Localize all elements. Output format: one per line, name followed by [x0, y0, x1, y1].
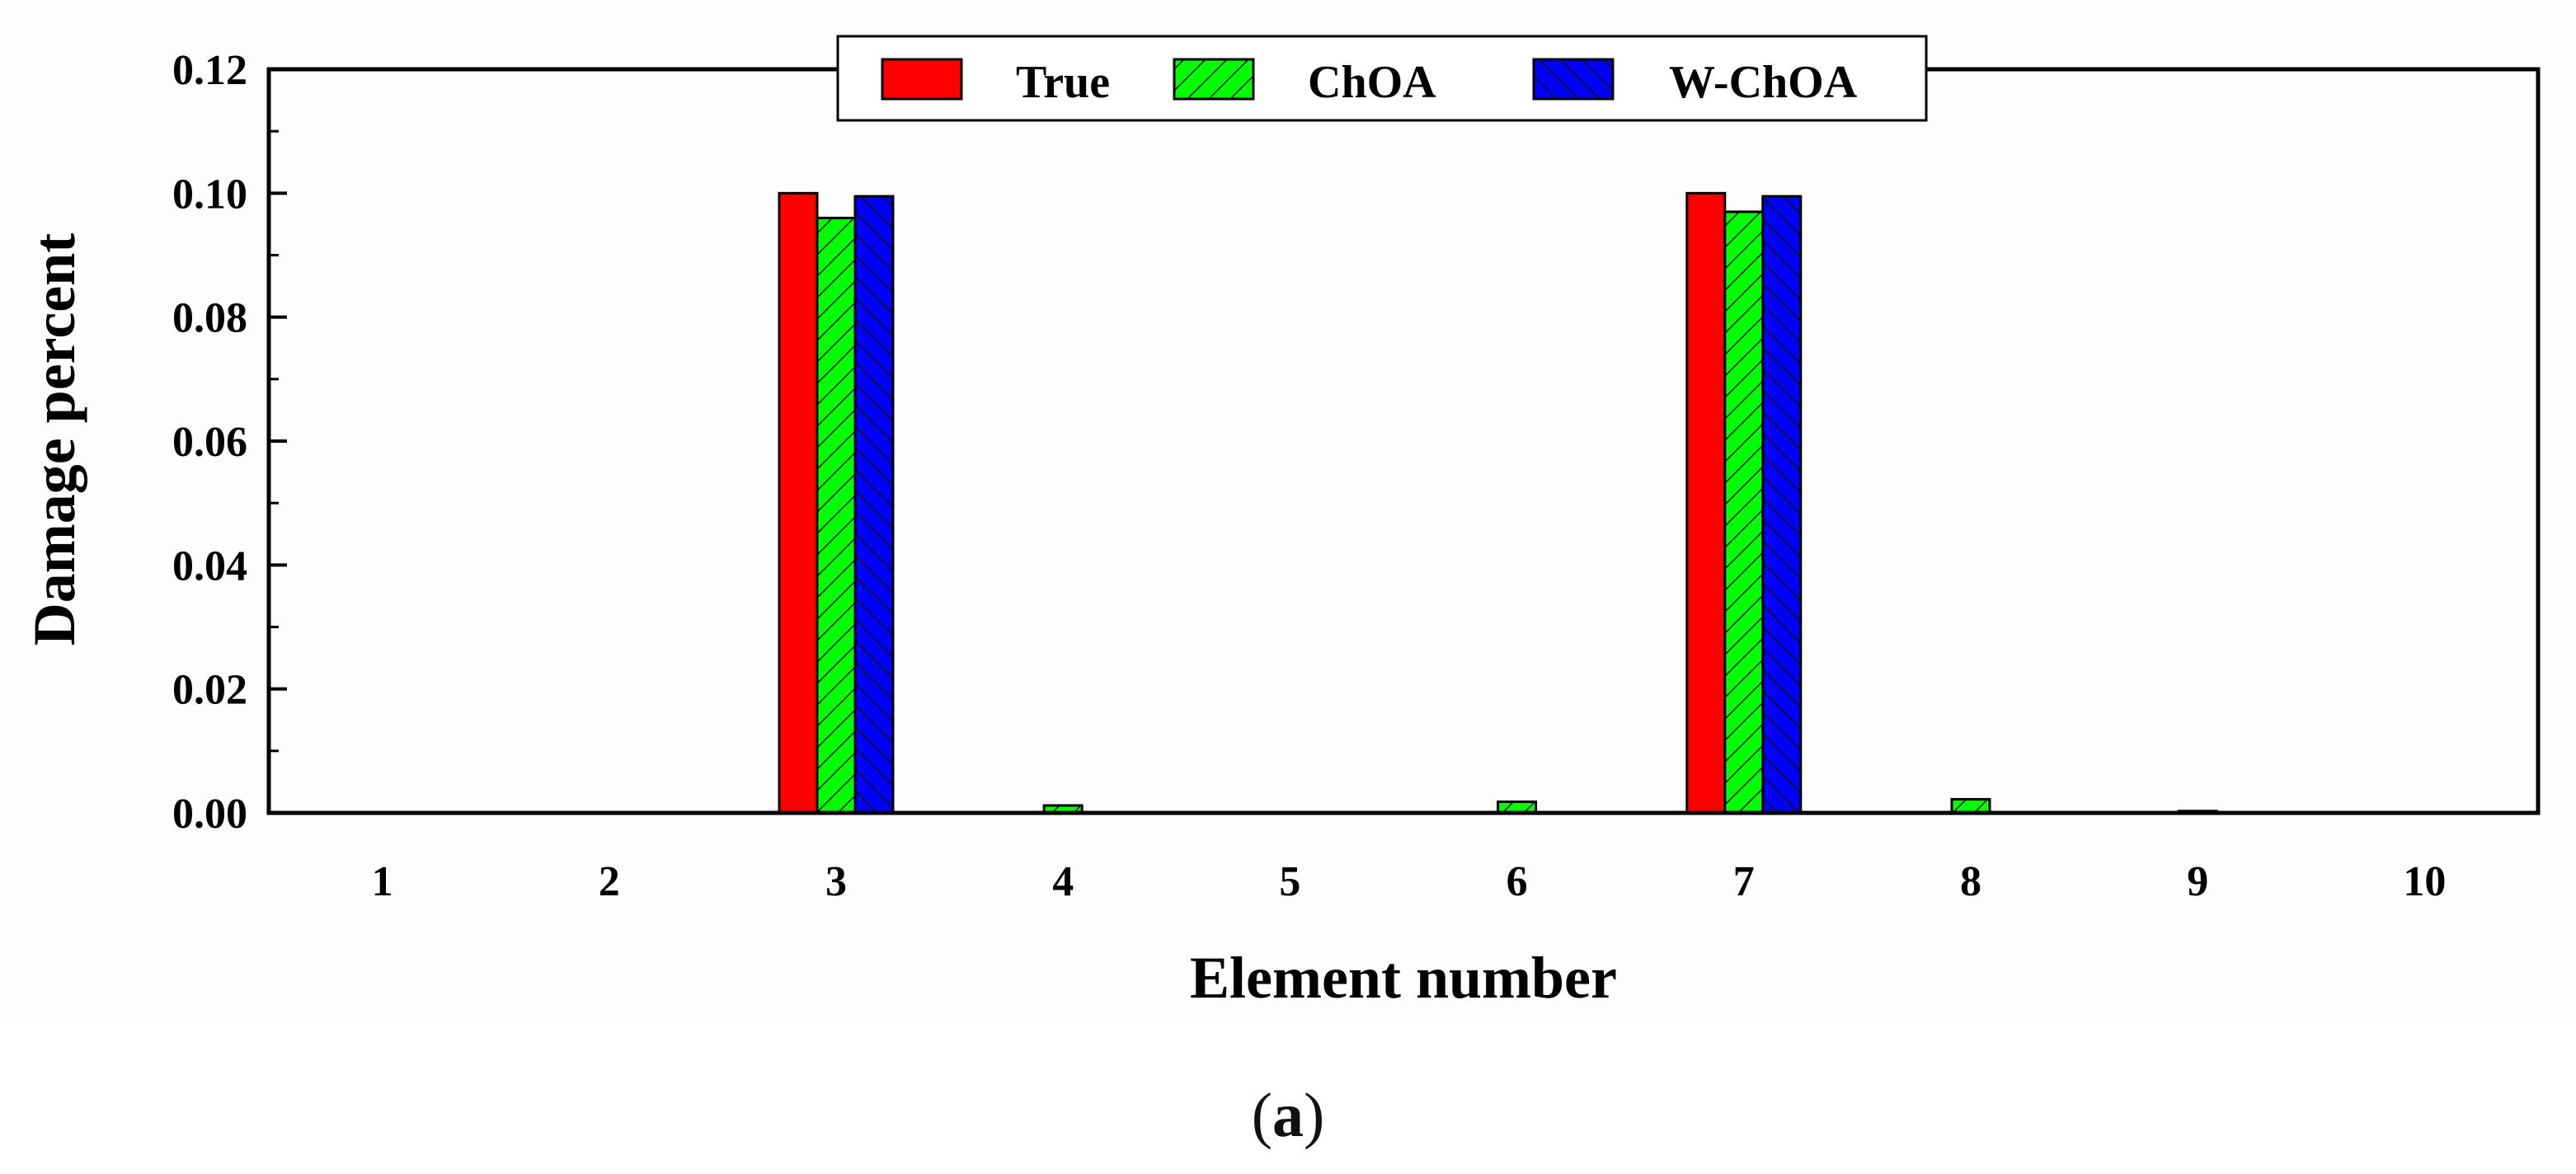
- legend: True ChOA W-ChOA: [836, 35, 1928, 122]
- x-tick-label: 2: [599, 858, 620, 905]
- x-tick-label: 7: [1733, 858, 1755, 905]
- y-tick-label: 0.04: [172, 542, 247, 589]
- x-tick-label: 3: [825, 858, 847, 905]
- bars-group: [778, 191, 2218, 815]
- y-tick-label: 0.02: [172, 667, 247, 714]
- x-tick-label: 10: [2403, 858, 2446, 905]
- chart-panel: 0.00 0.02 0.04 0.06 0.08 0.10 0.12 1 2 3 4 5 6 7 8 9 10 E…: [21, 35, 2541, 1011]
- x-tick-label: 1: [372, 858, 393, 905]
- legend-label-w-choa: W-ChOA: [1669, 57, 1858, 108]
- bar-w-choa-element-3: [853, 195, 895, 815]
- x-tick-label: 9: [2187, 858, 2208, 905]
- legend-swatch-choa: [1173, 58, 1255, 101]
- x-tick-label: 4: [1052, 858, 1074, 905]
- bar-true-element-7: [1685, 191, 1727, 815]
- y-tick-label: 0.10: [172, 171, 247, 218]
- legend-swatch-w-choa: [1532, 58, 1615, 101]
- y-tick-label: 0.06: [172, 419, 247, 466]
- y-tick-label: 0.08: [172, 295, 247, 342]
- legend-swatch-true: [881, 58, 963, 101]
- y-tick-label: 0.00: [172, 791, 247, 838]
- plot-frame: [266, 67, 2541, 815]
- bar-chart: 0.00 0.02 0.04 0.06 0.08 0.10 0.12 1 2 3 4 5 6 7 8 9 10 E…: [21, 35, 2541, 1011]
- x-tick-label: 8: [1960, 858, 1981, 905]
- bar-choa-element-3: [816, 216, 857, 815]
- x-tick-label: 5: [1279, 858, 1300, 905]
- y-axis-title: Damage percent: [21, 233, 87, 646]
- y-tick-label: 0.12: [172, 47, 247, 94]
- panel-label-letter: a: [1272, 1081, 1304, 1150]
- bar-w-choa-element-7: [1761, 195, 1803, 815]
- bar-true-element-3: [778, 191, 819, 815]
- legend-box: [836, 35, 1928, 122]
- legend-label-choa: ChOA: [1308, 57, 1436, 108]
- x-tick-label: 6: [1507, 858, 1528, 905]
- legend-label-true: True: [1016, 57, 1110, 108]
- x-axis-title: Element number: [1190, 945, 1617, 1011]
- panel-label: (a): [1251, 1081, 1325, 1150]
- bar-choa-element-7: [1723, 210, 1765, 815]
